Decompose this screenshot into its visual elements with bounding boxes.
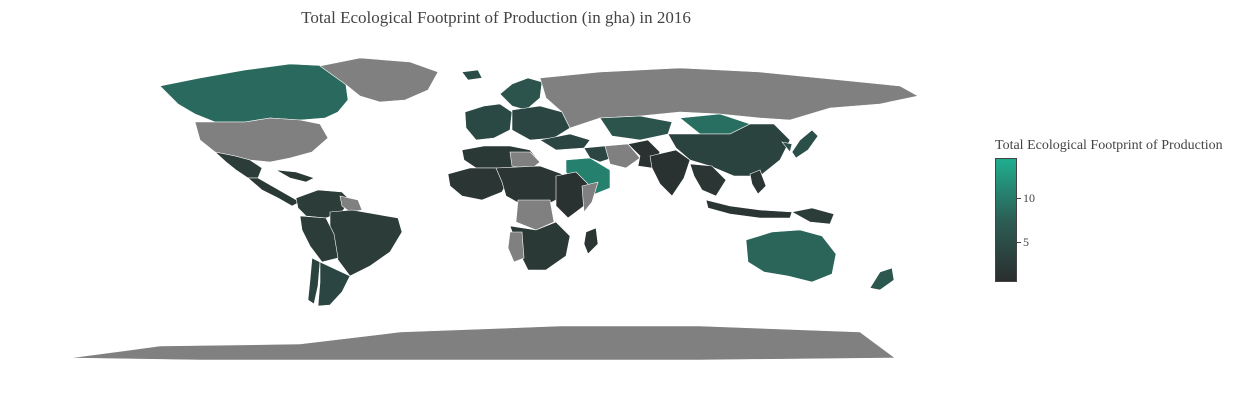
colorbar-tick [1017, 242, 1021, 244]
region-philippines[interactable] [749, 169, 767, 195]
region-turkey[interactable] [539, 133, 591, 151]
region-papua-new-guinea[interactable] [791, 207, 835, 225]
region-west-africa[interactable] [447, 167, 511, 201]
region-new-zealand[interactable] [869, 267, 895, 291]
region-iran[interactable] [604, 143, 641, 169]
colorbar-tick-label: 10 [1023, 190, 1035, 205]
region-congo[interactable] [515, 199, 555, 231]
region-southern-africa[interactable] [509, 221, 571, 271]
region-korea-japan[interactable] [781, 129, 819, 159]
region-iceland[interactable] [461, 69, 483, 81]
region-canada[interactable] [159, 63, 349, 123]
colorbar-gradient [995, 158, 1017, 282]
world-map [69, 57, 919, 361]
colorbar-tick-label: 5 [1023, 235, 1029, 250]
region-madagascar[interactable] [583, 227, 599, 255]
region-argentina[interactable] [317, 261, 351, 307]
region-india[interactable] [649, 149, 691, 197]
region-russia[interactable] [539, 67, 919, 129]
region-antarctica[interactable] [69, 325, 896, 361]
region-brazil[interactable] [329, 209, 403, 277]
region-namibia[interactable] [507, 231, 525, 263]
region-indonesia[interactable] [705, 199, 793, 219]
region-somalia[interactable] [581, 181, 599, 213]
region-southeast-asia[interactable] [689, 163, 727, 197]
region-australia[interactable] [745, 229, 837, 283]
map-regions [69, 57, 919, 361]
colorbar-title: Total Ecological Footprint of Production [995, 138, 1223, 153]
region-western-europe[interactable] [464, 103, 513, 141]
region-chile[interactable] [307, 257, 321, 305]
colorbar-tick [1017, 197, 1021, 199]
region-scandinavia[interactable] [499, 77, 543, 111]
region-caribbean[interactable] [275, 169, 315, 183]
region-iraq-gulf[interactable] [583, 145, 613, 163]
chart-title: Total Ecological Footprint of Production… [301, 8, 691, 27]
region-central-america[interactable] [247, 177, 301, 207]
region-eastern-europe[interactable] [511, 105, 571, 141]
region-greenland[interactable] [319, 57, 439, 103]
region-united-states[interactable] [194, 117, 329, 163]
region-kazakhstan[interactable] [599, 115, 673, 141]
region-peru-bolivia[interactable] [299, 215, 339, 263]
